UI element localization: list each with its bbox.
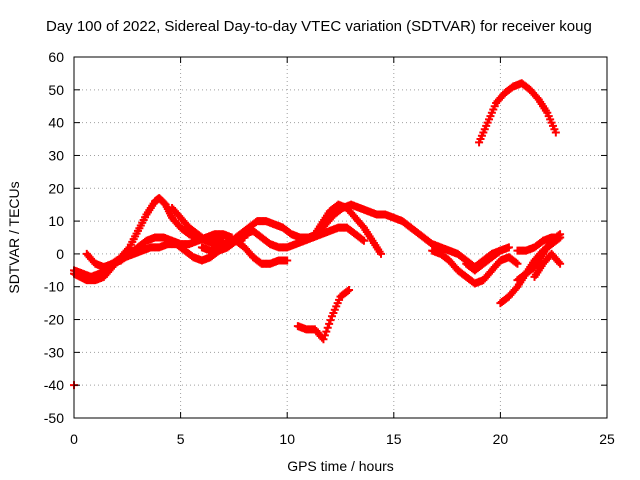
data-point	[496, 246, 505, 255]
series-arc-12	[475, 79, 560, 147]
x-tick-label: 0	[70, 431, 78, 447]
x-tick-label: 5	[177, 431, 185, 447]
x-tick-label: 25	[599, 431, 615, 447]
data-point	[326, 316, 335, 325]
x-tick-label: 10	[279, 431, 295, 447]
x-tick-label: 15	[386, 431, 402, 447]
plot-frame	[73, 56, 608, 419]
x-axis-label: GPS time / hours	[287, 458, 394, 474]
data-point	[345, 286, 354, 295]
data-point	[323, 323, 332, 332]
series-arc-11	[462, 246, 505, 275]
data-point	[512, 258, 521, 267]
y-tick-label: -10	[44, 279, 64, 295]
y-tick-label: 40	[48, 115, 64, 131]
y-tick-label: 0	[56, 246, 64, 262]
data-point	[554, 258, 563, 267]
data-point	[319, 335, 328, 344]
chart-title: Day 100 of 2022, Sidereal Day-to-day VTE…	[46, 18, 592, 35]
series-arc-15	[513, 233, 565, 255]
data-point	[283, 256, 292, 265]
data-markers	[70, 79, 565, 390]
tick-marks	[73, 56, 608, 419]
series-arc-8	[293, 286, 354, 344]
series-arc-3	[82, 230, 236, 272]
y-tick-label: 60	[48, 49, 64, 65]
x-tick-label: 20	[493, 431, 509, 447]
data-point	[377, 249, 386, 258]
y-tick-label: -50	[44, 410, 64, 426]
data-point	[513, 259, 522, 268]
tick-labels: 0 5 10 15 20 25 -50 -40 -30 -20 -10 0 10 20 30 40 50 60	[44, 49, 615, 447]
data-point	[320, 331, 329, 340]
data-point	[556, 259, 565, 268]
data-point	[358, 235, 367, 244]
data-point	[325, 319, 334, 328]
y-tick-label: -40	[44, 377, 64, 393]
data-point	[359, 236, 368, 245]
y-tick-label: -20	[44, 312, 64, 328]
series-arc-16	[530, 249, 565, 281]
y-tick-label: 10	[48, 213, 64, 229]
y-tick-label: 30	[48, 147, 64, 163]
y-tick-label: -30	[44, 344, 64, 360]
data-point	[494, 247, 503, 256]
data-point	[322, 327, 331, 336]
series-arc-10	[428, 246, 522, 288]
data-point	[551, 128, 560, 137]
series-arc-6	[232, 236, 292, 268]
series-arc-5	[197, 223, 368, 255]
y-axis-label: SDTVAR / TECUs	[6, 181, 22, 293]
series-arc-7	[308, 200, 386, 258]
data-point	[504, 243, 513, 252]
data-point	[556, 233, 565, 242]
y-tick-label: 50	[48, 82, 64, 98]
y-tick-label: 20	[48, 180, 64, 196]
data-point	[343, 287, 352, 296]
series-arc-4	[168, 200, 415, 249]
